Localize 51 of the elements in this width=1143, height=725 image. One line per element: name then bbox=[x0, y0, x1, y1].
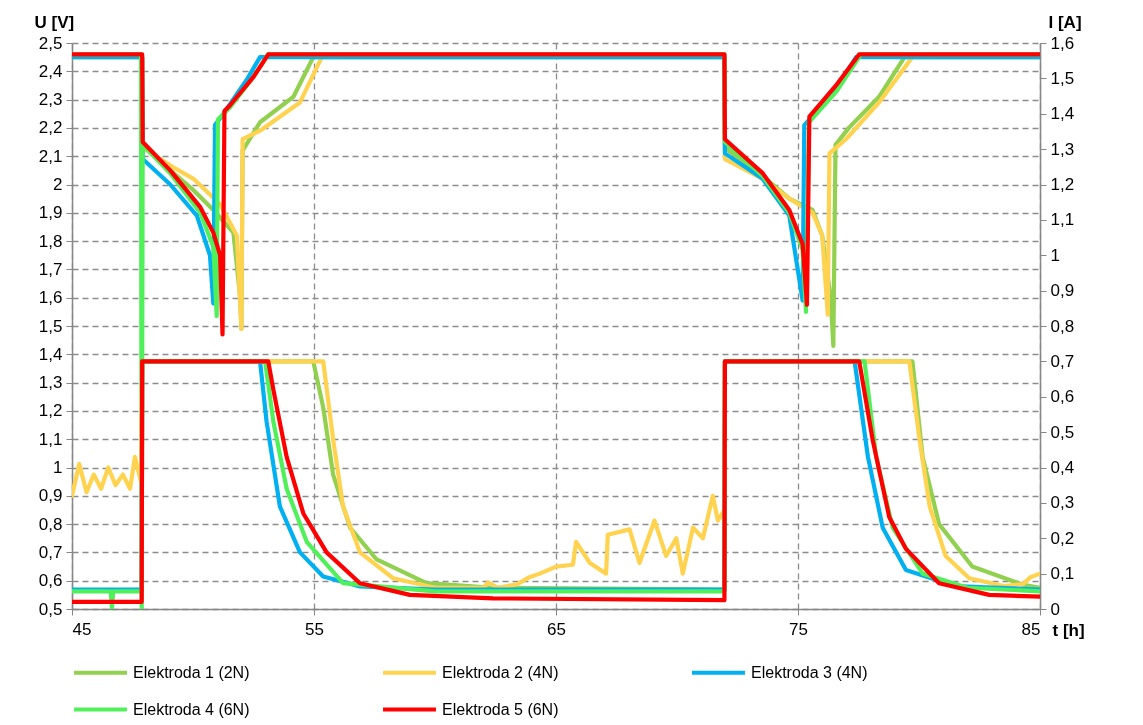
y-tick-label: 2,1 bbox=[38, 146, 63, 166]
y2-axis-title: I [A] bbox=[1048, 12, 1082, 32]
y-tick-label: 1 bbox=[53, 458, 63, 477]
y-tick-label: 0,6 bbox=[38, 571, 63, 591]
y-axis-title: U [V] bbox=[34, 12, 75, 32]
y-tick-label: 2,5 bbox=[38, 33, 63, 53]
y-tick-label: 0,8 bbox=[38, 514, 63, 534]
y-tick-label: 0,9 bbox=[38, 486, 63, 506]
y-tick-label: 1,6 bbox=[38, 288, 63, 308]
y-tick-label: 1,8 bbox=[38, 231, 63, 251]
y-tick-label: 2 bbox=[53, 175, 63, 194]
y-tick-label: 0,5 bbox=[38, 599, 63, 619]
y2-tick-label: 0,4 bbox=[1050, 458, 1075, 477]
y-tick-label: 1,7 bbox=[38, 259, 63, 279]
legend-label: Elektroda 5 (6N) bbox=[442, 700, 559, 718]
y2-tick-label: 0 bbox=[1050, 599, 1060, 619]
x-axis-title: t [h] bbox=[1052, 620, 1085, 640]
y2-tick-label: 1,2 bbox=[1050, 175, 1075, 194]
y2-tick-label: 0,9 bbox=[1050, 281, 1075, 301]
legend-label: Elektroda 3 (4N) bbox=[751, 663, 868, 681]
y-tick-label: 1,2 bbox=[38, 401, 63, 421]
y2-tick-label: 1,6 bbox=[1050, 33, 1075, 53]
y2-tick-label: 1,3 bbox=[1050, 139, 1075, 159]
x-tick-label: 75 bbox=[789, 619, 808, 639]
y2-tick-label: 0,6 bbox=[1050, 387, 1075, 407]
x-tick-label: 65 bbox=[547, 619, 566, 639]
y-tick-label: 0,7 bbox=[38, 542, 63, 562]
y2-tick-label: 0,2 bbox=[1050, 528, 1075, 548]
y-tick-label: 1,4 bbox=[38, 344, 63, 364]
y-tick-label: 1,1 bbox=[38, 429, 63, 449]
y-tick-label: 2,2 bbox=[38, 118, 63, 138]
x-tick-label: 45 bbox=[72, 619, 92, 639]
x-tick-label: 85 bbox=[1021, 619, 1041, 639]
y-tick-label: 2,4 bbox=[38, 61, 63, 81]
y-tick-label: 1,9 bbox=[38, 203, 63, 223]
legend-label: Elektroda 1 (2N) bbox=[133, 663, 250, 681]
y2-tick-label: 0,8 bbox=[1050, 316, 1075, 336]
y-tick-label: 2,3 bbox=[38, 90, 63, 110]
y-tick-label: 1,5 bbox=[38, 316, 63, 336]
y2-tick-label: 1,5 bbox=[1050, 68, 1075, 88]
y2-tick-label: 0,5 bbox=[1050, 422, 1075, 442]
y2-tick-label: 0,3 bbox=[1050, 493, 1075, 513]
y-tick-label: 1,3 bbox=[38, 373, 63, 393]
legend-label: Elektroda 2 (4N) bbox=[442, 663, 559, 681]
x-tick-label: 55 bbox=[305, 619, 324, 639]
y2-tick-label: 1,1 bbox=[1050, 210, 1075, 230]
y2-tick-label: 1,4 bbox=[1050, 104, 1075, 124]
y2-tick-label: 1 bbox=[1050, 245, 1060, 265]
y2-tick-label: 0,1 bbox=[1050, 564, 1075, 584]
legend-label: Elektroda 4 (6N) bbox=[133, 700, 250, 718]
y2-tick-label: 0,7 bbox=[1050, 351, 1075, 371]
